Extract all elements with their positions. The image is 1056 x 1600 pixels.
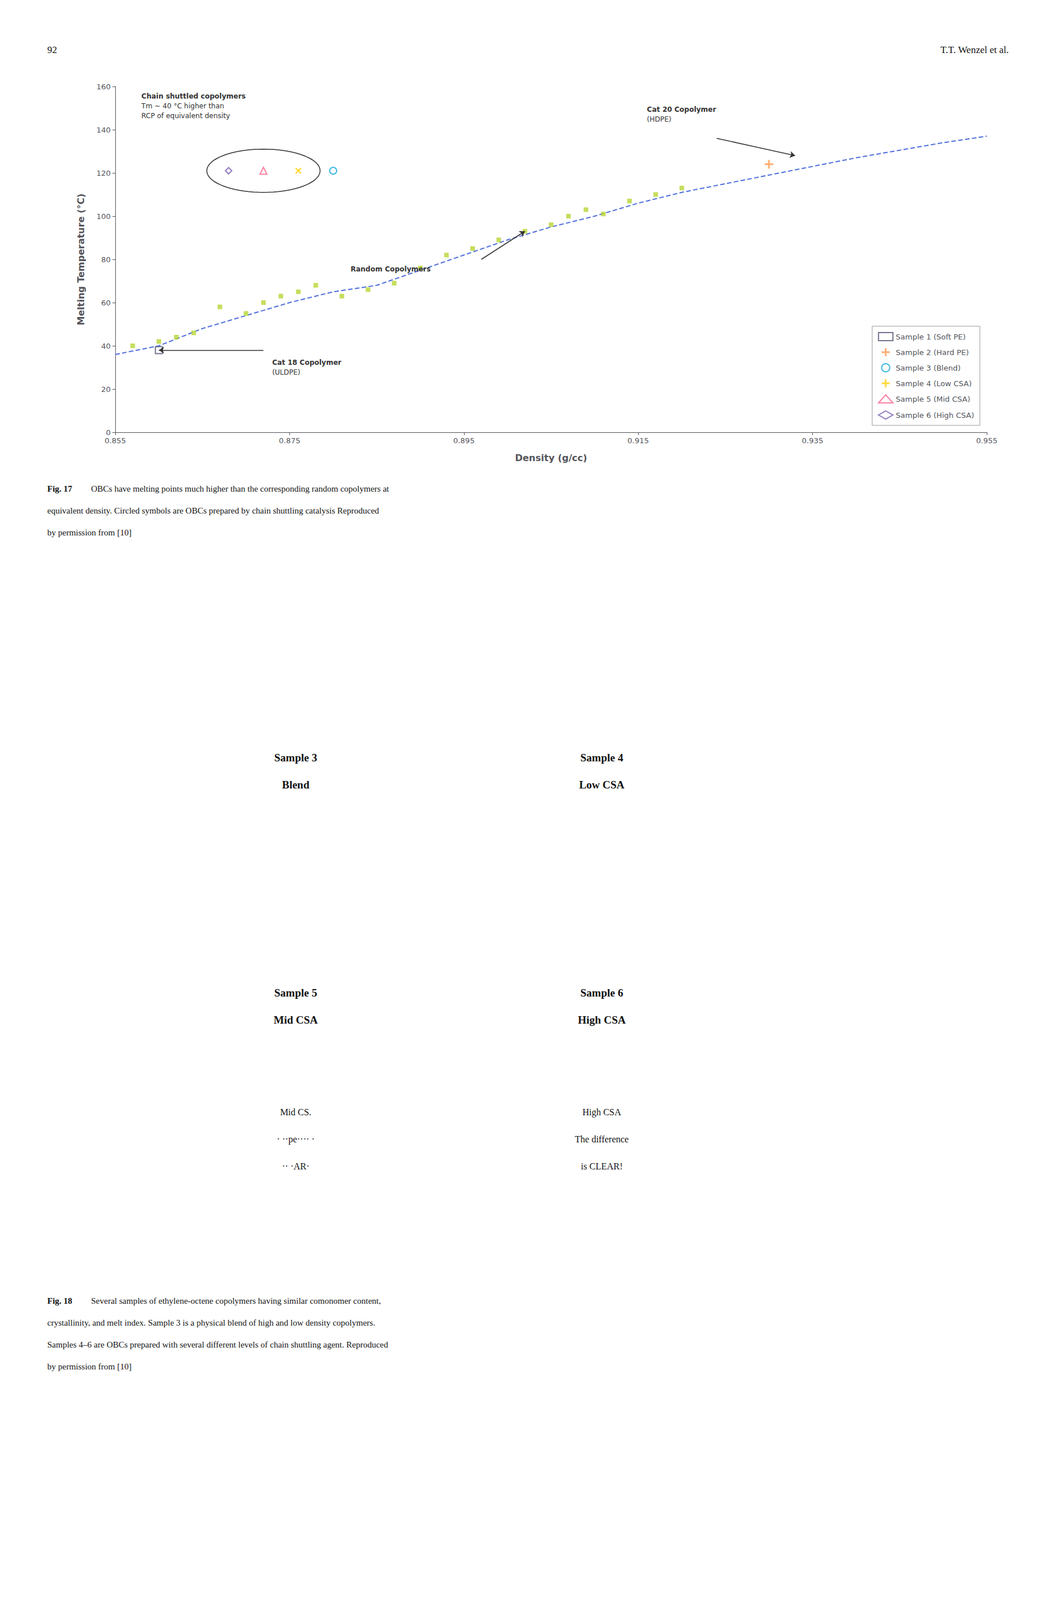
svg-text:Sample 6: Sample 6: [580, 986, 624, 999]
svg-text:by permission from [10]: by permission from [10]: [47, 1362, 132, 1372]
svg-text:RCP of equivalent density: RCP of equivalent density: [141, 111, 230, 120]
svg-text:Sample 4: Sample 4: [580, 751, 624, 764]
svg-text:Mid CS.: Mid CS.: [280, 1107, 312, 1118]
svg-text:Tm ~ 40 °C higher than: Tm ~ 40 °C higher than: [140, 102, 225, 111]
svg-text:0.915: 0.915: [627, 436, 650, 445]
svg-text:140: 140: [96, 125, 111, 135]
svg-text:Sample 5: Sample 5: [274, 986, 318, 999]
svg-text:(ULDPE): (ULDPE): [272, 368, 301, 377]
svg-text:crystallinity, and melt index.: crystallinity, and melt index. Sample 3 …: [47, 1318, 376, 1328]
svg-text:Cat 20 Copolymer: Cat 20 Copolymer: [646, 105, 716, 114]
svg-text:Chain shuttled copolymers: Chain shuttled copolymers: [141, 92, 246, 101]
svg-text:The difference: The difference: [574, 1134, 629, 1145]
svg-text:Mid CSA: Mid CSA: [273, 1013, 319, 1027]
svg-text:Fig. 18: Fig. 18: [47, 1296, 73, 1306]
svg-text:Sample 1 (Soft PE): Sample 1 (Soft PE): [895, 332, 966, 342]
svg-text:Sample 5 (Mid CSA): Sample 5 (Mid CSA): [895, 394, 971, 404]
svg-text:Low CSA: Low CSA: [579, 778, 625, 791]
svg-text:·· ·AR·: ·· ·AR·: [281, 1161, 310, 1172]
svg-text:80: 80: [100, 255, 111, 264]
svg-text:Sample 6 (High CSA): Sample 6 (High CSA): [895, 410, 975, 420]
svg-text:· ··pe···· ·: · ··pe···· ·: [276, 1134, 315, 1145]
svg-text:Several samples of ethylene-oc: Several samples of ethylene-octene copol…: [91, 1296, 382, 1306]
svg-text:Density (g/cc): Density (g/cc): [514, 452, 587, 464]
svg-text:40: 40: [100, 341, 111, 351]
svg-text:Sample 4 (Low CSA): Sample 4 (Low CSA): [895, 379, 972, 388]
svg-text:0.895: 0.895: [453, 436, 475, 445]
svg-text:0.935: 0.935: [801, 436, 824, 445]
svg-text:Sample 3: Sample 3: [274, 751, 318, 764]
svg-text:Sample 2 (Hard PE): Sample 2 (Hard PE): [895, 348, 969, 357]
svg-text:20: 20: [100, 385, 111, 394]
svg-text:High CSA: High CSA: [578, 1013, 626, 1027]
svg-text:0.955: 0.955: [975, 436, 998, 445]
svg-text:Samples 4–6 are OBCs prepared: Samples 4–6 are OBCs prepared with sever…: [47, 1340, 389, 1350]
svg-text:100: 100: [96, 212, 111, 221]
svg-text:T.T. Wenzel et al.: T.T. Wenzel et al.: [940, 44, 1009, 56]
svg-text:Random Copolymers: Random Copolymers: [350, 265, 431, 274]
svg-text:Sample 3 (Blend): Sample 3 (Blend): [895, 363, 961, 373]
svg-text:160: 160: [96, 82, 111, 92]
svg-text:by permission from [10]: by permission from [10]: [47, 528, 132, 538]
svg-text:is CLEAR!: is CLEAR!: [581, 1161, 623, 1172]
svg-text:0: 0: [106, 428, 111, 437]
svg-text:0.855: 0.855: [104, 436, 126, 445]
svg-text:equivalent density. Circled sy: equivalent density. Circled symbols are …: [47, 506, 380, 516]
svg-text:High CSA: High CSA: [582, 1107, 622, 1118]
svg-text:120: 120: [96, 168, 111, 178]
svg-text:Melting Temperature (°C): Melting Temperature (°C): [75, 193, 87, 326]
svg-text:Fig. 17: Fig. 17: [47, 484, 73, 494]
svg-text:Cat 18 Copolymer: Cat 18 Copolymer: [272, 358, 342, 367]
svg-text:92: 92: [47, 44, 58, 56]
svg-text:Blend: Blend: [281, 778, 310, 791]
svg-text:(HDPE): (HDPE): [646, 115, 671, 124]
svg-text:60: 60: [100, 298, 111, 308]
svg-text:0.875: 0.875: [278, 436, 301, 445]
svg-text:OBCs have melting points much: OBCs have melting points much higher tha…: [91, 484, 390, 494]
